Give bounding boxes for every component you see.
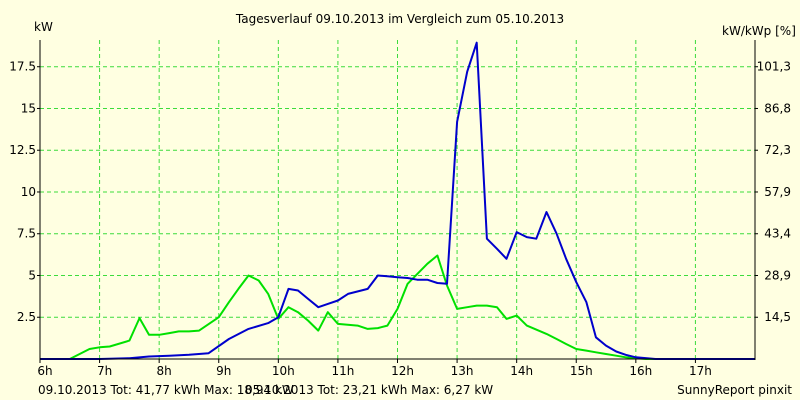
x-tick-label: 15h [570,364,593,378]
y-tick-label-right: 28,9 [764,268,791,282]
x-tick-label: 9h [216,364,231,378]
y-tick-label-left: 15 [21,101,36,115]
axes [37,40,758,363]
y-tick-label-right: 72,3 [764,143,791,157]
series-lines [40,41,755,360]
y-tick-label-right: 86,8 [764,101,791,115]
x-tick-label: 8h [157,364,172,378]
legend-entry-series-1: 09.10.2013 Tot: 41,77 kWh Max: 18,94 kW [38,383,294,397]
y-tick-label-left: 2.5 [17,310,36,324]
y-tick-label-left: 12.5 [9,143,36,157]
y-axis-right-label: kW/kWp [%] [722,24,796,38]
x-tick-label: 6h [37,364,52,378]
y-axis-left-label: kW [34,20,53,34]
x-tick-label: 11h [331,364,354,378]
y-tick-label-left: 10 [21,185,36,199]
x-tick-label: 14h [510,364,533,378]
x-tick-label: 7h [97,364,112,378]
series-line-2 [40,254,755,360]
y-tick-label-left: 17.5 [9,60,36,74]
x-tick-label: 12h [391,364,414,378]
footer-credit: SunnyReport pinxit [677,383,792,397]
x-tick-label: 17h [689,364,712,378]
chart-title: Tagesverlauf 09.10.2013 im Vergleich zum… [235,12,564,26]
y-tick-label-left: 5 [28,268,36,282]
y-tick-label-right: 57,9 [764,185,791,199]
y-tick-label-right: 14,5 [764,310,791,324]
grid [40,40,755,359]
y-tick-label-right: 101,3 [757,60,791,74]
x-tick-label: 16h [629,364,652,378]
legend-entry-series-2: 05.10.2013 Tot: 23,21 kWh Max: 6,27 kW [245,383,493,397]
y-tick-label-left: 7.5 [17,227,36,241]
y-tick-label-right: 43,4 [764,227,791,241]
x-tick-label: 10h [272,364,295,378]
tick-labels: 6h 7h 8h 9h 10h 11h 12h 13h 14h 15h 16h 17h 2.5 5 7.5 1… [9,60,791,378]
x-tick-label: 13h [451,364,474,378]
series-line-1 [40,41,755,360]
